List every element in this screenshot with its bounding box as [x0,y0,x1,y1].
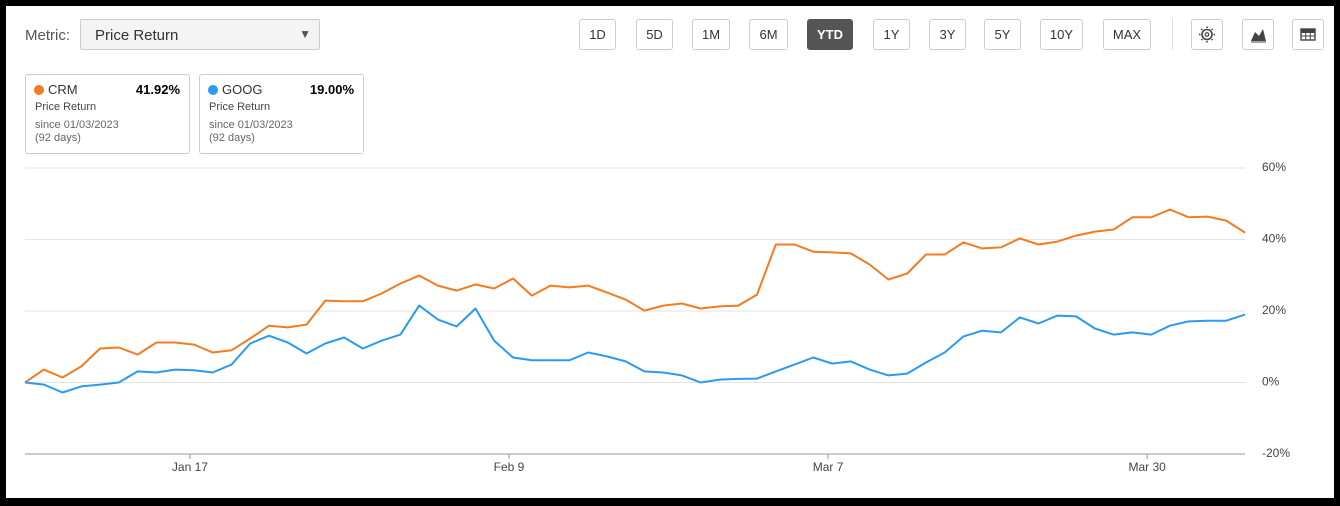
legend-swatch [34,85,44,95]
x-tick-label: Jan 17 [172,460,208,474]
legend-card[interactable]: CRM 41.92% Price Return since 01/03/2023 (92… [25,74,190,154]
legend-metric: Price Return [35,101,97,113]
x-tick-label: Mar 7 [813,460,844,474]
range-button[interactable]: 10Y [1040,19,1083,50]
y-tick-label: 0% [1262,375,1280,389]
range-button[interactable]: MAX [1103,19,1151,50]
range-button[interactable]: 5D [636,19,673,50]
area-icon [1251,29,1266,43]
y-tick-label: 40% [1262,232,1286,246]
series-line [24,304,1246,394]
dropdown-arrow: ▼ [299,27,311,41]
range-button[interactable]: 1Y [873,19,910,50]
metric-value: Price Return [95,27,179,44]
range-button[interactable]: 1M [692,19,730,50]
x-tick-label: Mar 30 [1128,460,1166,474]
legend-days: (92 days) [35,132,81,144]
y-tick-label: -20% [1262,446,1290,460]
range-button[interactable]: 3Y [929,19,966,50]
legend-card[interactable]: GOOG 19.00% Price Return since 01/03/2023 (9… [199,74,364,154]
table-button[interactable] [1292,19,1324,50]
legend-since: since 01/03/2023 [35,119,119,131]
legend-name: GOOG [222,82,263,97]
y-tick-label: 20% [1262,303,1286,317]
legend-return: 19.00% [309,82,354,97]
gear-icon [1199,26,1215,43]
legend-swatch [208,85,218,95]
range-button[interactable]: 1D [579,19,616,50]
settings-button[interactable] [1191,19,1223,50]
legend-since: since 01/03/2023 [209,119,293,131]
legend-name: CRM [48,82,78,97]
y-tick-label: 60% [1262,160,1286,174]
separator [1172,19,1173,50]
series-line [24,208,1246,384]
range-button[interactable]: YTD [807,19,853,50]
range-button[interactable]: 6M [749,19,788,50]
x-tick-label: Feb 9 [494,460,525,474]
legend-metric: Price Return [209,101,271,113]
metric-label: Metric: [25,27,70,44]
range-button[interactable]: 5Y [984,19,1021,50]
legend-days: (92 days) [209,132,255,144]
metric-dropdown[interactable]: Price Return ▼ [80,19,320,50]
chart-type-button[interactable] [1242,19,1274,50]
table-icon [1300,28,1316,41]
legend-return: 41.92% [135,82,180,97]
